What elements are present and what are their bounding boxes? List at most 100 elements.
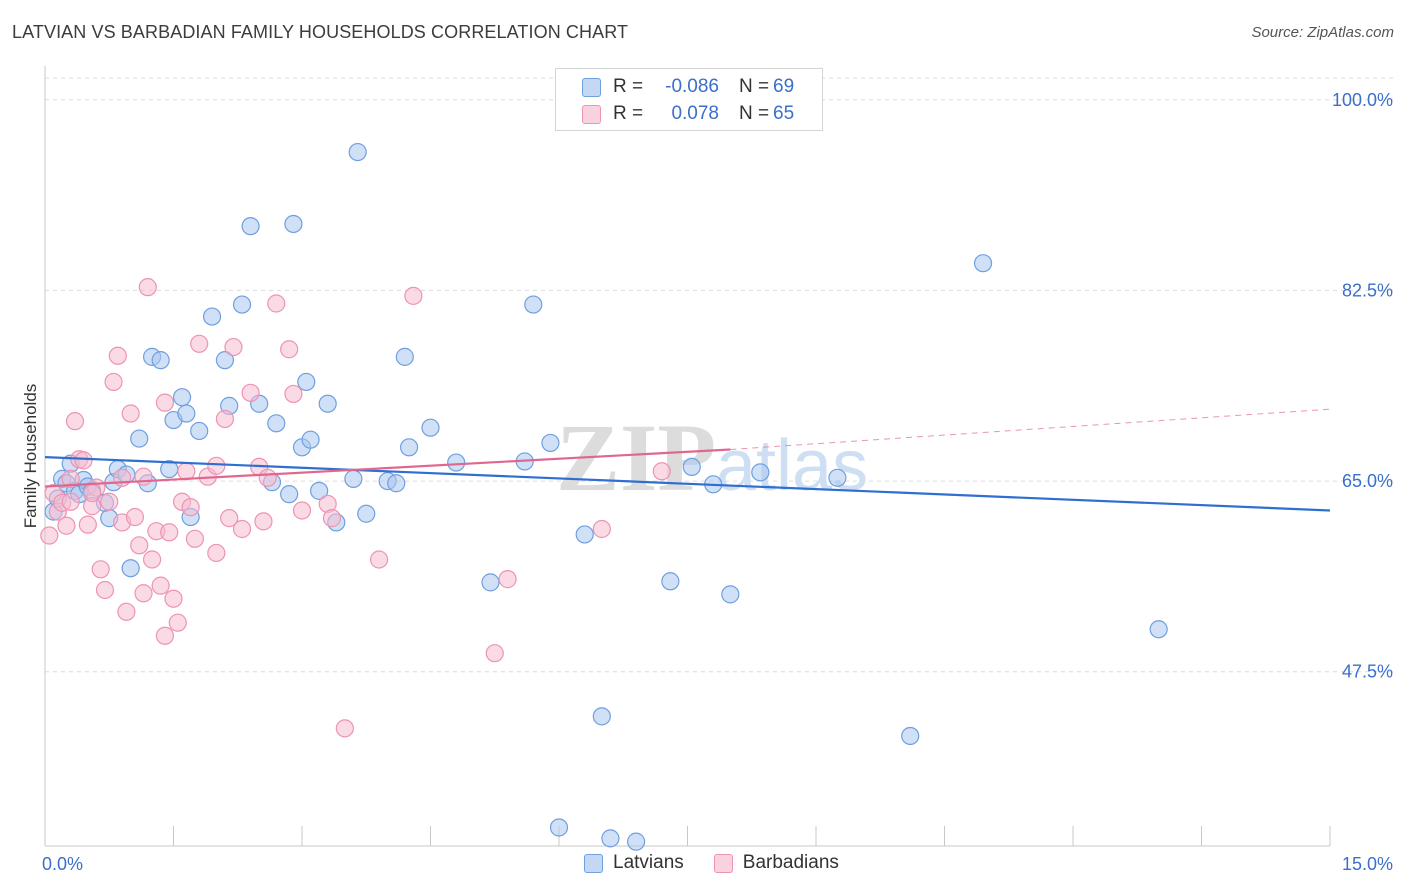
latvian-point xyxy=(447,453,466,472)
y-tick-label: 65.0% xyxy=(1342,471,1393,491)
barbadian-point xyxy=(117,602,136,621)
barbadian-point xyxy=(134,584,153,603)
barbadian-point xyxy=(168,613,187,632)
latvian-point xyxy=(575,525,594,544)
latvian-point xyxy=(177,404,196,423)
latvian-point xyxy=(481,573,500,592)
barbadian-point xyxy=(155,626,175,645)
latvian-point xyxy=(828,468,847,487)
barbadian-point xyxy=(220,509,239,528)
barbadian-point xyxy=(232,519,252,539)
barbadian-point xyxy=(61,492,80,511)
barbadian-point xyxy=(292,501,312,520)
latvian-point xyxy=(121,559,140,578)
barbadian-point xyxy=(104,372,123,392)
barbadian-point xyxy=(592,519,611,539)
latvian-point xyxy=(601,829,620,848)
grid-lines xyxy=(45,77,1395,673)
latvian-point xyxy=(421,418,440,437)
barbadian-point xyxy=(61,469,80,488)
latvian-point xyxy=(348,142,367,162)
barbadian-point xyxy=(215,409,234,429)
legend-label: Latvians xyxy=(613,852,684,873)
latvian-point xyxy=(901,726,920,746)
latvian-point xyxy=(232,295,252,314)
legend-item-latvians[interactable]: Latvians xyxy=(584,852,684,874)
barbadian-point xyxy=(57,516,76,535)
latvian-point xyxy=(172,388,192,407)
barbadian-point xyxy=(100,492,119,511)
latvian-point xyxy=(661,572,680,591)
n-value: 69 xyxy=(773,76,795,97)
legend-row-barbadians: R = 0.078 N = 65 xyxy=(582,102,794,126)
barbadian-point xyxy=(181,498,200,517)
barbadian-point xyxy=(177,462,196,481)
barbadian-point xyxy=(267,294,286,313)
barbadian-point xyxy=(498,570,517,589)
barbadian-point xyxy=(485,644,504,663)
barbadian-point xyxy=(125,507,145,527)
trend-lines xyxy=(44,408,1331,512)
barbadian-point xyxy=(83,483,102,503)
x-tick-label: 15.0% xyxy=(1342,854,1393,874)
barbadian-point xyxy=(130,536,149,555)
latvian-point xyxy=(592,707,611,726)
x-tick-labels: 0.0% 15.0% xyxy=(42,854,1393,874)
latvian-point xyxy=(151,351,170,370)
n-label: N = xyxy=(739,103,770,124)
latvian-point xyxy=(301,430,320,449)
barbadian-point xyxy=(224,337,243,357)
x-tick-label: 0.0% xyxy=(42,854,83,874)
barbadian-point xyxy=(65,412,85,431)
barbadian-points xyxy=(40,278,671,738)
barbadian-point xyxy=(190,334,209,353)
latvian-point xyxy=(280,485,299,504)
barbadian-point xyxy=(155,393,175,412)
barbadian-point xyxy=(108,346,127,365)
chart-title: LATVIAN VS BARBADIAN FAMILY HOUSEHOLDS C… xyxy=(12,22,629,42)
legend-item-barbadians[interactable]: Barbadians xyxy=(713,852,839,874)
r-label: R = xyxy=(613,76,644,97)
latvian-point xyxy=(541,433,560,453)
latvian-point xyxy=(524,295,543,314)
latvian-point xyxy=(357,504,376,523)
barbadian-point xyxy=(652,462,671,481)
watermark: ZIP atlas xyxy=(556,404,868,511)
barbadian-point xyxy=(40,526,59,545)
barbadian-point xyxy=(164,589,183,608)
barbadian-point xyxy=(280,340,299,359)
y-tick-label: 100.0% xyxy=(1332,90,1393,110)
latvian-swatch xyxy=(584,853,603,873)
latvian-point xyxy=(973,254,993,273)
latvian-point xyxy=(130,429,149,448)
barbadian-point xyxy=(151,576,170,595)
y-axis-label: Family Households xyxy=(21,384,40,529)
series-legend: Latvians Barbadians xyxy=(584,852,869,874)
latvian-point xyxy=(190,421,209,441)
barbadian-point xyxy=(142,550,162,569)
barbadian-swatch xyxy=(713,853,733,873)
barbadian-trend-extension xyxy=(730,408,1331,450)
barbadian-point xyxy=(95,580,115,600)
watermark-atlas: atlas xyxy=(716,426,868,506)
barbadian-point xyxy=(258,468,277,487)
barbadian-point xyxy=(160,523,179,542)
barbadian-point xyxy=(74,451,93,470)
latvian-point xyxy=(344,469,363,488)
latvian-point xyxy=(267,414,286,433)
barbadian-trend-line xyxy=(44,448,731,488)
y-tick-labels: 47.5% 65.0% 82.5% 100.0% xyxy=(1332,90,1393,682)
latvian-point xyxy=(751,463,770,482)
latvian-point xyxy=(202,307,222,326)
barbadian-point xyxy=(78,515,97,534)
latvian-point xyxy=(318,394,337,413)
latvian-point xyxy=(721,585,740,604)
r-label: R = xyxy=(613,103,644,124)
r-value: -0.086 xyxy=(665,76,719,97)
barbadian-point xyxy=(322,509,342,528)
barbadian-swatch xyxy=(582,104,601,124)
latvian-point xyxy=(1149,620,1168,639)
latvian-point xyxy=(284,214,303,234)
barbadian-point xyxy=(138,278,157,297)
